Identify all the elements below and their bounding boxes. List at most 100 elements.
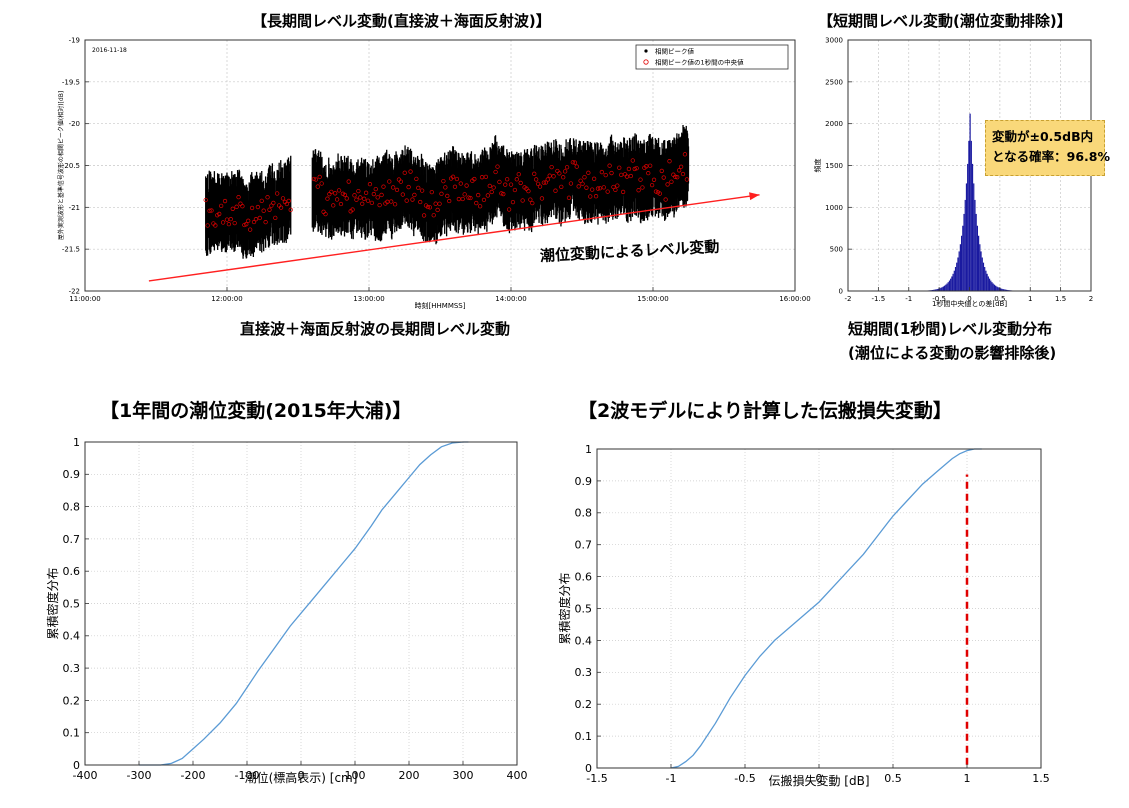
c1-ytick-6: -22 (69, 287, 80, 295)
chart1-median-point (253, 217, 259, 222)
chart1-median-point (338, 201, 344, 207)
c3-ytick-10: 1 (73, 436, 80, 449)
chart1-median-point (534, 177, 539, 182)
chart2-bar (973, 183, 975, 291)
c1-xtick-1: 12:00:00 (211, 295, 242, 303)
chart1-median-point (532, 171, 537, 176)
chart1-median-point (325, 196, 330, 201)
chart1-median-point (358, 195, 363, 200)
chart1-median-point (588, 194, 593, 199)
chart1-median-point (609, 170, 614, 176)
chart2-bar (940, 287, 942, 291)
c3-xtick-2: -200 (181, 769, 206, 782)
chart1-median-point (416, 185, 421, 191)
chart1-median-point (493, 169, 498, 175)
c3-xtick-3: -100 (235, 769, 260, 782)
chart1-legend-box (635, 44, 789, 70)
chart1-median-point (597, 186, 603, 191)
chart2-bar (941, 287, 943, 291)
c3-xtick-5: 100 (345, 769, 366, 782)
chart1-median-point (329, 189, 334, 195)
chart1-series-dots (205, 124, 690, 259)
chart1-median-point (391, 185, 396, 190)
chart1-series-circles (203, 152, 690, 232)
chart1-median-point (271, 200, 276, 206)
chart1-median-point (657, 191, 662, 196)
chart2-title: 【短期間レベル変動(潮位変動排除)】 (818, 12, 1072, 30)
chart1-median-point (313, 177, 319, 182)
chart1-median-point (557, 171, 562, 176)
chart1-median-point (244, 222, 249, 227)
chart1-median-point (418, 199, 423, 205)
c3-ytick-7: 0.7 (63, 533, 81, 546)
chart1-median-point (559, 184, 564, 189)
c3-xtick-6: 200 (399, 769, 420, 782)
chart2-bar (978, 235, 980, 291)
chart1-median-point (333, 191, 338, 196)
c4-ytick-9: 0.9 (575, 475, 593, 488)
chart1-median-point (217, 211, 222, 217)
chart1-median-point (205, 223, 210, 228)
c3-ytick-9: 0.9 (63, 468, 81, 481)
chart1-median-point (441, 178, 446, 184)
chart2-bar (963, 213, 965, 291)
chart1-median-point (648, 163, 653, 168)
chart1-median-point (219, 203, 224, 208)
c2-xtick-8: 2 (1089, 295, 1093, 303)
c3-ytick-4: 0.4 (63, 630, 81, 643)
chart1-median-point (454, 176, 460, 182)
c2-xtick-3: -0.5 (932, 295, 946, 303)
chart1-median-point (323, 211, 328, 217)
chart1-x-axis-label: 時刻[HHMMSS] (415, 301, 466, 310)
chart1-median-point (669, 179, 674, 184)
chart1-trend-arrowhead (749, 192, 760, 201)
chart4-grid (596, 448, 1042, 769)
chart1-median-point (613, 187, 618, 192)
c4-ytick-10: 1 (585, 443, 592, 456)
chart4-cdf-line (670, 448, 982, 769)
chart1-median-point (443, 185, 448, 190)
chart1-median-point (437, 201, 442, 206)
chart1-median-point (392, 202, 398, 207)
c2-xtick-6: 1 (1028, 295, 1032, 303)
chart1-median-point (551, 174, 556, 179)
chart2-bar (968, 140, 970, 291)
c4-ytick-1: 0.1 (575, 730, 593, 743)
chart1-median-point (249, 205, 255, 211)
chart2-bar (998, 287, 1000, 291)
c2-ytick-1: 500 (830, 246, 843, 254)
chart2-bar (933, 289, 935, 291)
chart1-median-point (491, 185, 496, 190)
chart1-median-point (665, 182, 670, 187)
chart1-median-point (350, 207, 355, 212)
chart1-median-point (476, 192, 481, 198)
chart1-median-point (311, 176, 317, 182)
c2-ytick-0: 0 (839, 287, 843, 295)
chart2-bar (987, 276, 989, 291)
chart1-trend (148, 192, 760, 282)
chart2-bar (975, 213, 977, 291)
chart1-title: 【長期間レベル変動(直接波＋海面反射波)】 (252, 12, 551, 30)
chart1-median-point (356, 188, 361, 194)
chart3-title: 【1年間の潮位変動(2015年大浦)】 (100, 400, 412, 422)
c1-xtick-2: 13:00:00 (353, 295, 384, 303)
chart1-median-point (342, 192, 347, 198)
chart1-median-point (259, 198, 264, 204)
c4-ytick-8: 0.8 (575, 507, 593, 520)
chart1-median-point (425, 204, 431, 210)
c1-ytick-2: -20 (69, 120, 80, 128)
chart1-median-point (400, 192, 405, 197)
chart2-bar (988, 278, 991, 291)
chart1-median-point (549, 164, 554, 170)
chart1-median-point (477, 204, 483, 209)
chart1-median-point (447, 198, 452, 204)
chart2-bar (996, 286, 998, 291)
chart1-median-point (404, 198, 409, 203)
chart1-median-point (572, 160, 577, 165)
chart1-median-point (263, 219, 268, 225)
chart2-bar (953, 270, 955, 291)
chart2-bar (981, 257, 983, 291)
chart1-ticks: 11:00:00 12:00:00 13:00:00 14:00:00 15:00:00… (62, 36, 811, 303)
c1-ytick-3: -20.5 (62, 162, 80, 170)
